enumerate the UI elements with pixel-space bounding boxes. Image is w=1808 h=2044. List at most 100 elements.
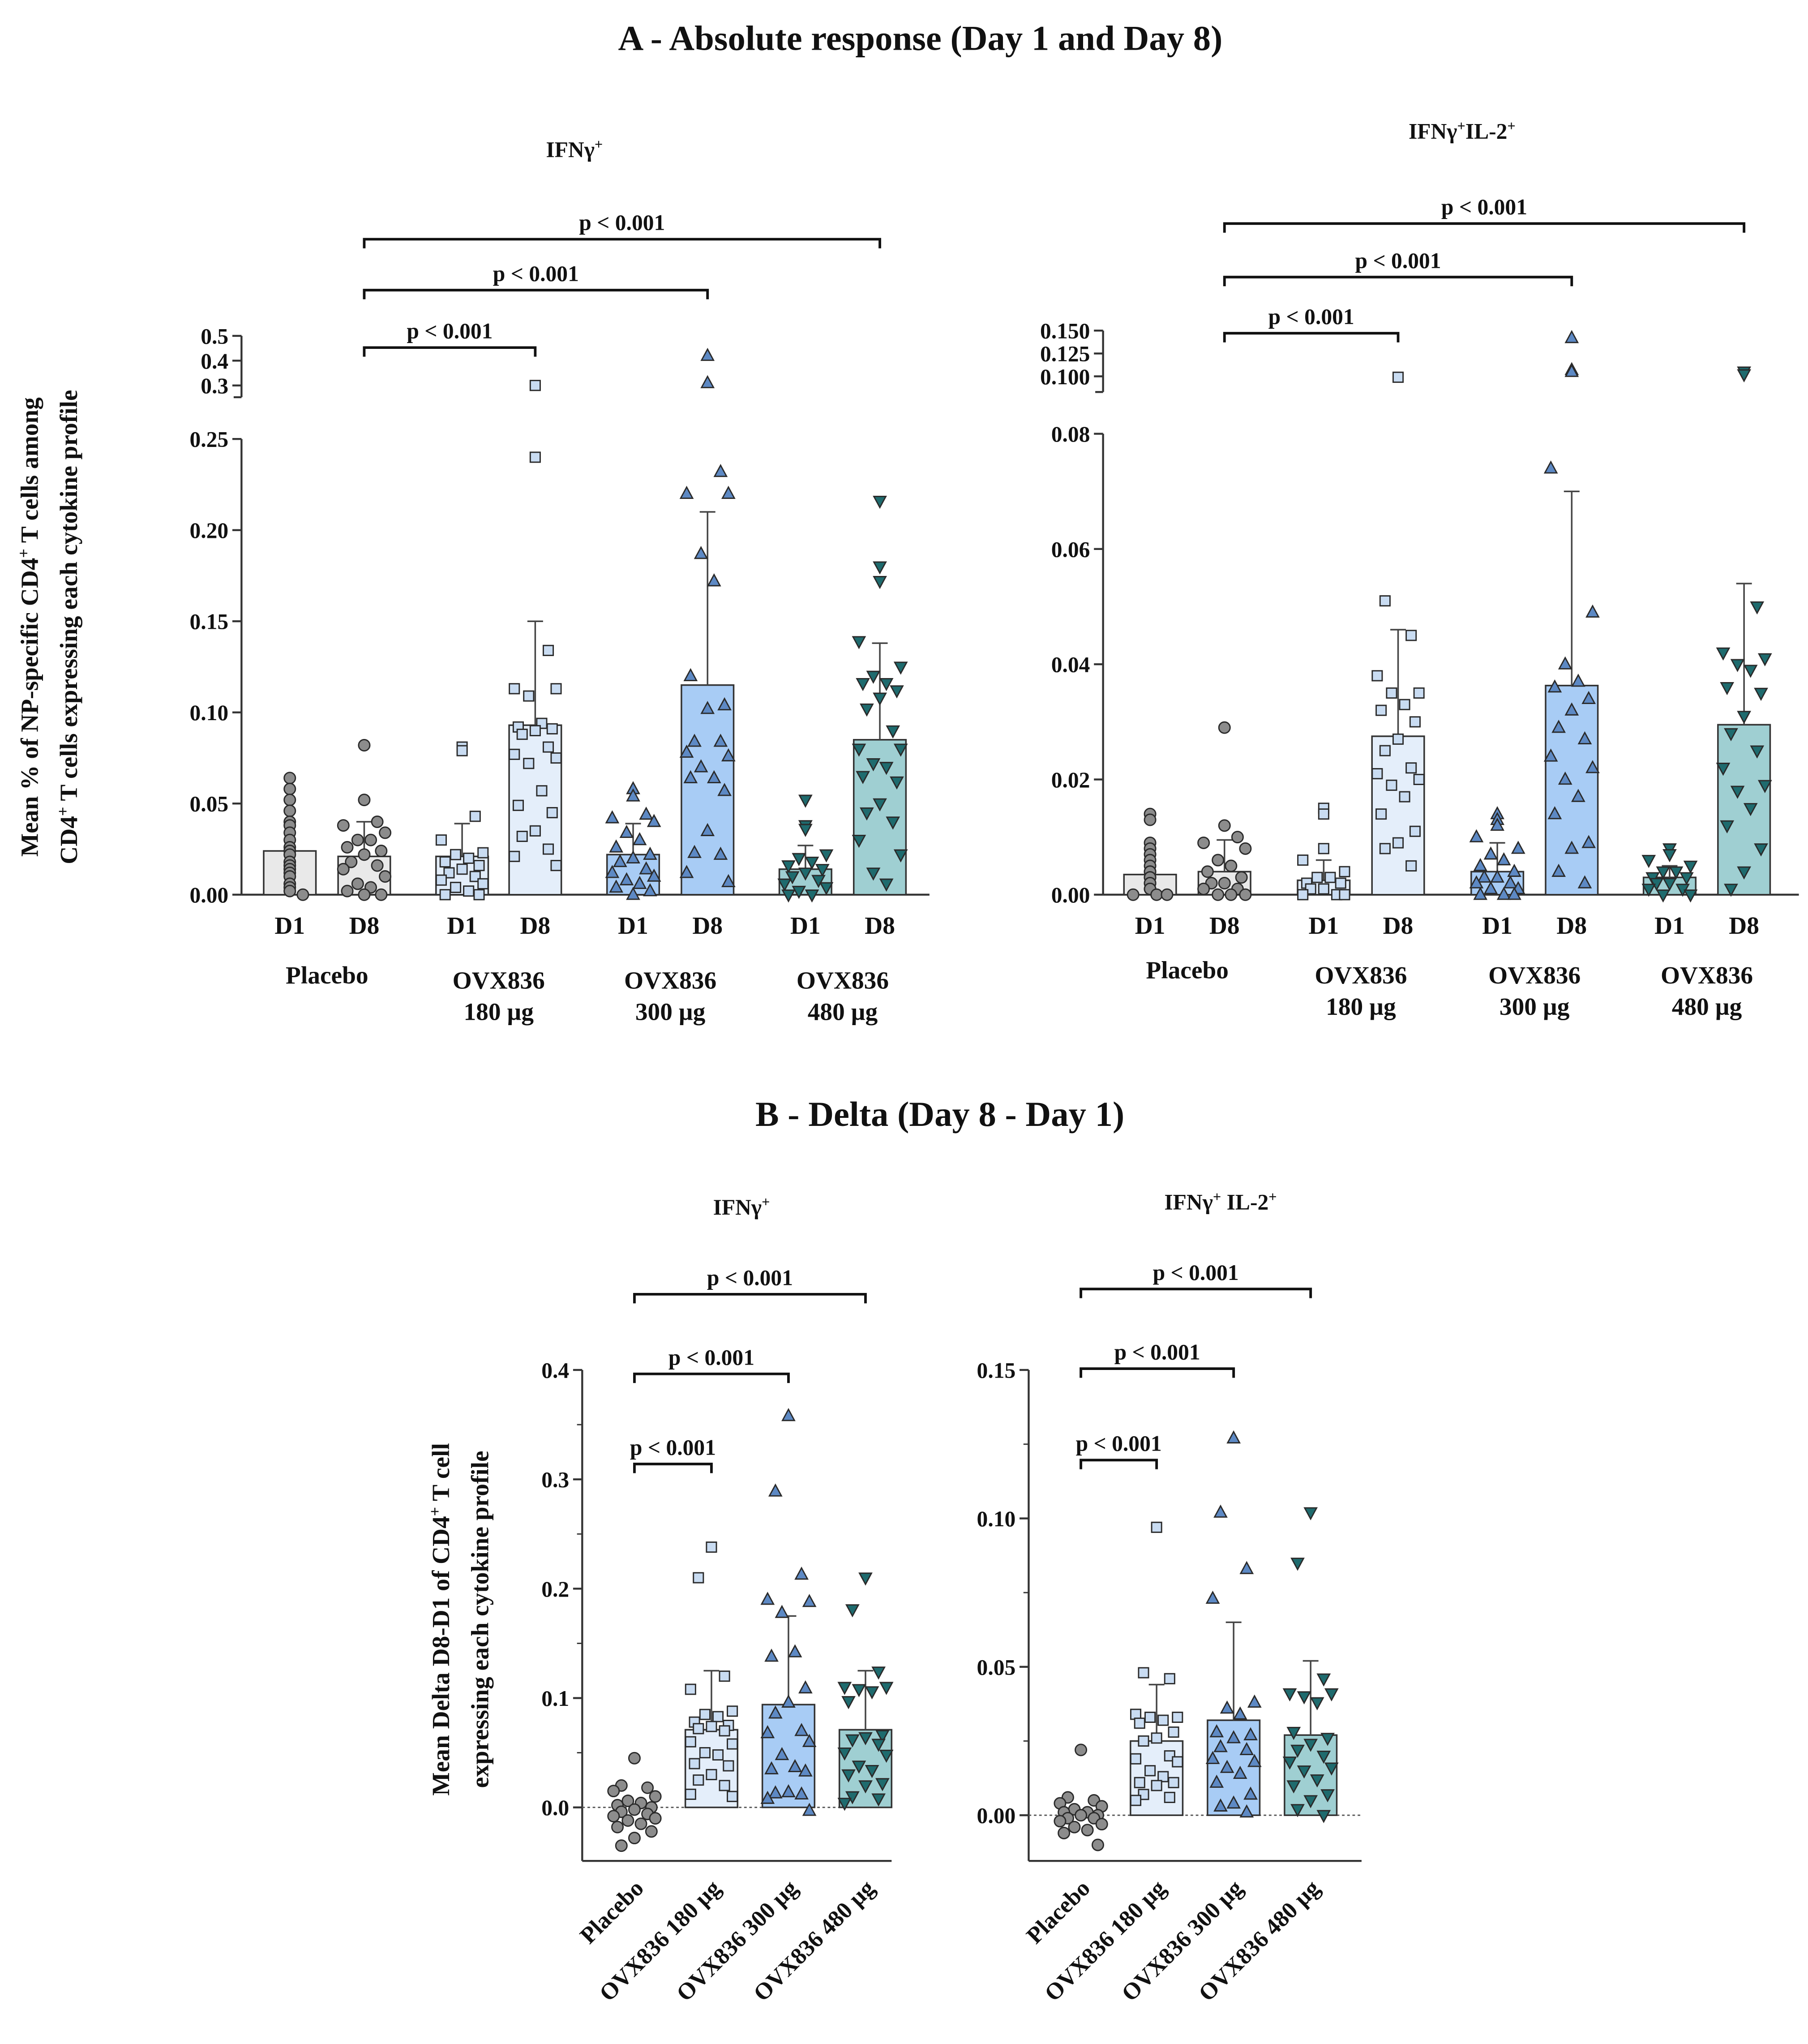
data-point-triangle [1585,760,1600,773]
data-point-circle [358,794,371,807]
data-point-square [542,644,554,656]
data-point-triangle [1469,829,1484,842]
data-point-triangle-down [879,1682,894,1695]
text-part: IFNγ [713,1195,762,1220]
data-point-circle [1095,1818,1108,1831]
text-part: IFNγ [546,137,595,162]
p-value-label: p < 0.001 [1268,305,1354,329]
data-point-triangle [1469,875,1484,889]
p-value-label: p < 0.001 [579,210,665,235]
data-point-square [523,690,535,702]
data-point-square [1297,889,1309,901]
p-value-label: p < 0.001 [707,1265,793,1290]
data-point-circle [649,1790,662,1803]
data-point-triangle [1209,1774,1224,1788]
data-point-triangle [1233,1765,1247,1779]
x-tick-label: D8 [1729,912,1759,939]
data-point-triangle [632,832,647,846]
data-point-square [542,843,554,855]
data-point-triangle [639,807,654,820]
data-point-triangle-down [845,1791,860,1804]
data-point-square [727,1791,738,1802]
data-point-triangle-down [798,867,813,881]
data-point-triangle [694,759,708,773]
series-ovx836-480-µg [837,1572,894,1811]
data-point-square [706,1721,717,1732]
data-point-square [1413,687,1425,699]
data-point-square [1157,1771,1169,1782]
data-point-triangle [764,1761,779,1774]
data-point-triangle-down [873,692,887,706]
data-point-square [685,1788,696,1800]
data-point-triangle-down [879,762,894,775]
data-point-square [1392,837,1404,849]
y-axis-label: CD4+ T cells expressing each cytokine pr… [54,390,82,864]
significance-bracket [1080,1367,1235,1378]
p-value-label: p < 0.001 [1441,195,1527,219]
data-point-triangle-down [1757,780,1772,793]
data-point-triangle-down [1290,1804,1305,1817]
y-tick-label: 0.5 [201,324,228,348]
data-point-square [1144,1765,1156,1777]
data-point-square [536,785,548,797]
data-point-square [1371,768,1383,780]
significance-bracket [1223,275,1573,287]
y-tick-label: 0.125 [1040,342,1090,366]
data-point-circle [371,815,384,828]
data-point-triangle [1205,1751,1220,1764]
p-value-label: p < 0.001 [1355,248,1441,273]
data-point-square [1318,808,1329,820]
series-placebo [1054,1743,1108,1851]
data-point-triangle-down [852,743,866,757]
significance-bracket [363,288,709,300]
data-point-triangle [626,850,640,863]
data-point-triangle [647,868,661,882]
data-point-square [1392,733,1404,745]
data-point-triangle [700,700,715,714]
data-point-triangle-down [1290,1744,1305,1758]
data-point-square [439,889,451,901]
data-point-triangle [1581,835,1596,848]
data-point-triangle-down [1316,1750,1331,1764]
data-point-triangle [1496,852,1511,866]
data-point-square [435,874,447,886]
data-point-triangle [768,1705,783,1719]
series-180-µg-d8 [508,380,562,896]
group-label: 300 µg [1500,993,1570,1020]
data-point-square [477,878,489,889]
data-point-triangle [760,1592,775,1605]
data-point-triangle-down [1320,1733,1335,1746]
data-point-square [546,807,558,819]
data-point-square [477,847,489,859]
data-point-triangle-down [1716,763,1731,776]
data-point-triangle [721,874,736,887]
data-point-circle [607,1785,620,1798]
data-point-circle [615,1839,628,1852]
data-point-circle [1225,888,1238,901]
p-value-label: p < 0.001 [493,261,579,286]
data-point-triangle-down [1754,843,1768,857]
data-point-square [1157,1714,1169,1726]
data-point-square [529,825,541,837]
data-point-triangle-down [845,1734,860,1748]
data-point-triangle [768,1785,783,1799]
data-point-triangle-down [1743,665,1758,678]
y-tick-label: 0.0 [541,1795,569,1820]
y-tick-label: 0.3 [201,374,228,398]
data-point-triangle-down [805,856,819,870]
data-point-square [1151,1780,1162,1791]
data-point-circle [1201,865,1214,878]
data-point-triangle-down [1730,659,1745,672]
data-point-triangle [1581,691,1596,704]
section-b-title: B - Delta (Day 8 - Day 1) [755,1095,1124,1134]
y-tick-label: 0.15 [189,610,228,634]
superscript: + [1507,118,1515,134]
y-tick-label: 0.00 [977,1804,1016,1828]
data-point-triangle-down [1310,1697,1324,1710]
data-point-triangle-down [886,816,900,830]
data-point-square [719,1670,730,1682]
significance-bracket [363,238,881,249]
significance-bracket [633,1462,713,1473]
data-point-triangle [1543,748,1558,762]
data-point-triangle [1205,1590,1220,1604]
